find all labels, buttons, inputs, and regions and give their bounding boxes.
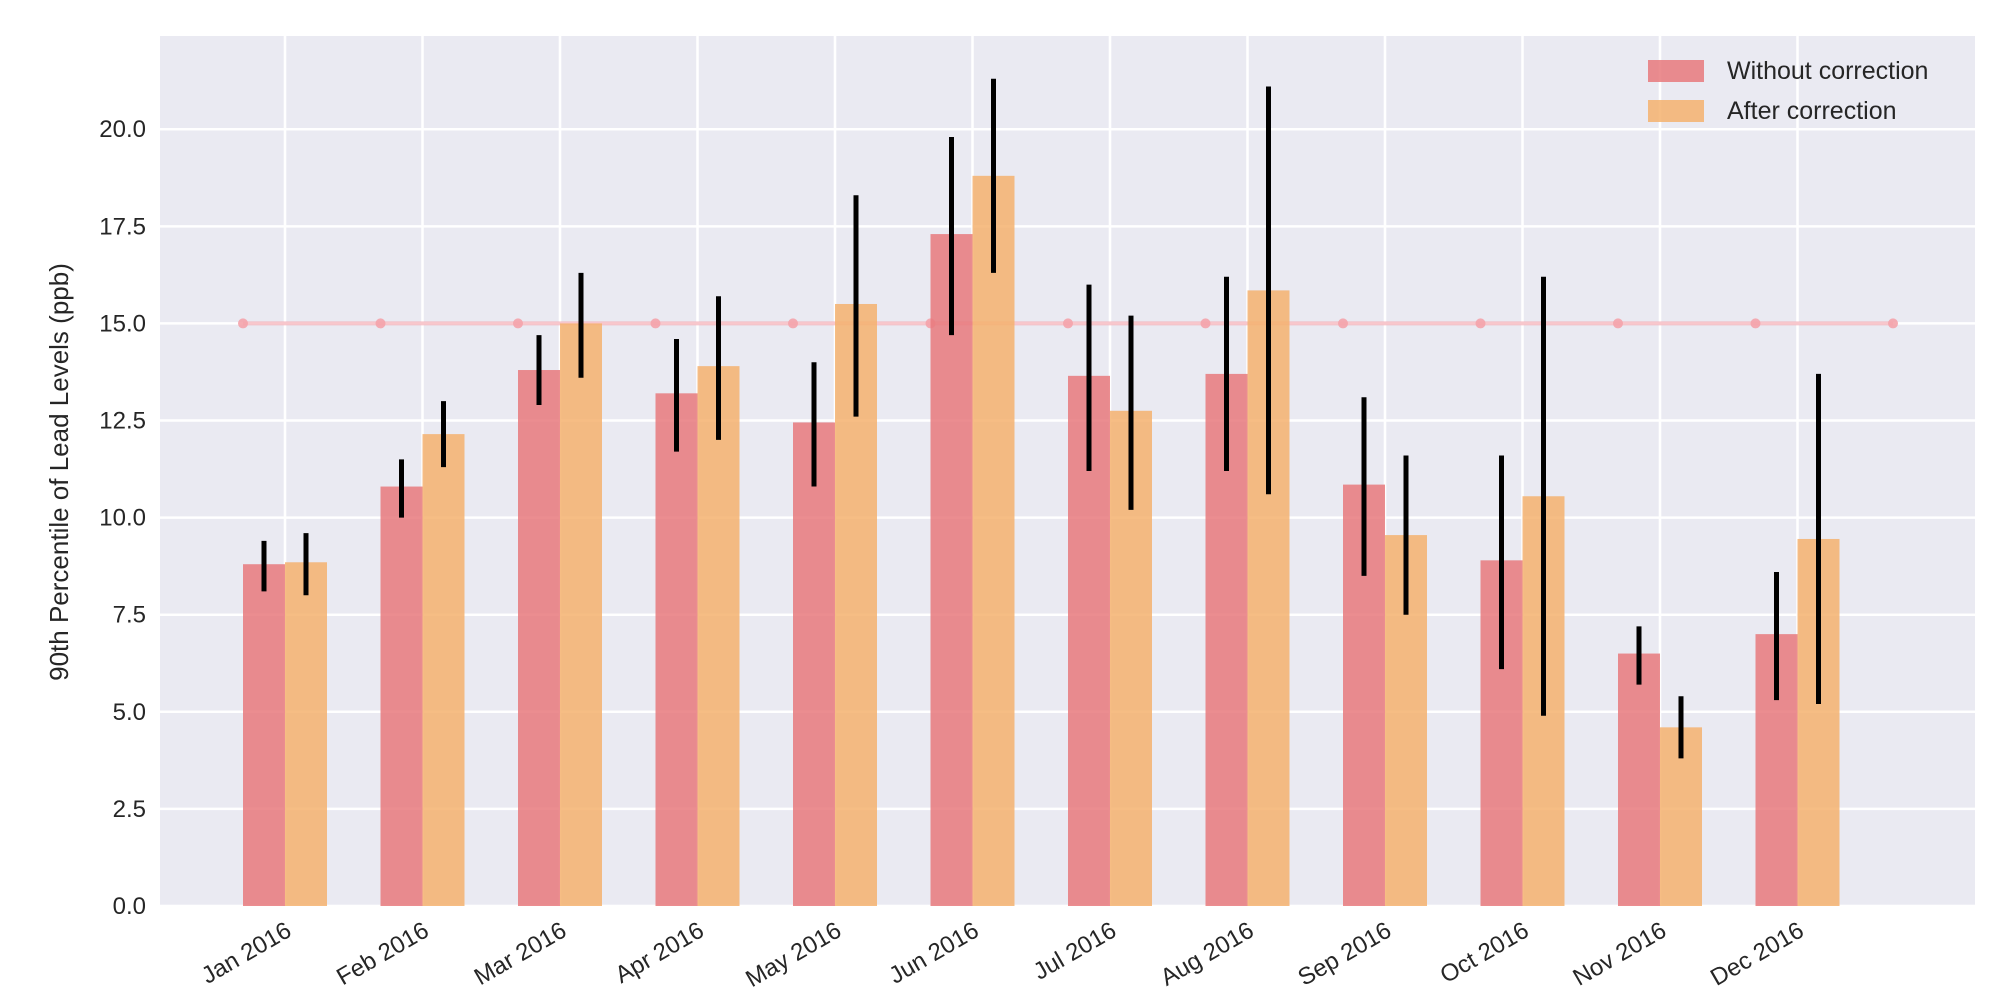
y-tick-label: 15.0 [99, 310, 146, 337]
reference-marker [1475, 318, 1486, 329]
reference-marker [1613, 318, 1623, 329]
x-axis-ticks: Jan 2016 Feb 2016 Mar 2016 Apr 2016 May 2016… [197, 917, 1809, 993]
y-tick-label: 17.5 [99, 213, 146, 240]
bar-after-correction [972, 175, 1015, 907]
legend-swatch [1648, 60, 1704, 82]
bar-after-correction [285, 562, 327, 906]
bar-without-correction [380, 486, 423, 906]
reference-marker [788, 318, 798, 329]
bar-without-correction [655, 393, 698, 907]
x-tick-label: Nov 2016 [1569, 917, 1671, 992]
reference-marker [238, 318, 248, 329]
x-tick-label: Aug 2016 [1156, 917, 1258, 992]
x-tick-label: Jan 2016 [197, 917, 296, 990]
x-tick-label: Jun 2016 [884, 917, 983, 990]
x-tick-label: Jul 2016 [1029, 917, 1121, 986]
error-bars-group [261, 78, 1821, 759]
y-tick-label: 0.0 [113, 893, 146, 920]
y-tick-label: 2.5 [113, 796, 146, 823]
legend-label: After correction [1727, 97, 1897, 125]
legend-swatch [1648, 100, 1704, 122]
y-tick-label: 7.5 [113, 602, 146, 629]
reference-marker [513, 318, 523, 329]
legend: Without correction After correction [1648, 57, 1928, 125]
y-tick-label: 10.0 [99, 505, 146, 532]
x-tick-label: Mar 2016 [470, 917, 571, 991]
reference-marker [1063, 318, 1073, 329]
reference-marker [1750, 318, 1761, 329]
reference-marker [1338, 318, 1348, 329]
bar-without-correction [793, 422, 835, 906]
bar-without-correction [243, 564, 285, 906]
x-tick-label: Dec 2016 [1706, 917, 1808, 992]
x-tick-label: May 2016 [741, 917, 846, 993]
y-tick-label: 20.0 [99, 116, 146, 143]
y-tick-label: 5.0 [113, 699, 146, 726]
reference-marker [1888, 318, 1898, 329]
reference-marker [1200, 318, 1211, 329]
x-tick-label: Sep 2016 [1294, 917, 1396, 992]
legend-label: Without correction [1727, 57, 1928, 85]
reference-line-group [238, 318, 1898, 329]
x-tick-label: Oct 2016 [1436, 917, 1534, 989]
reference-marker [650, 318, 661, 329]
bar-after-correction [697, 366, 740, 907]
reference-marker [375, 318, 386, 329]
bar-after-correction [422, 434, 465, 906]
y-tick-label: 12.5 [99, 408, 146, 435]
y-axis-ticks: 0.0 2.5 5.0 7.5 10.0 12.5 15.0 17.5 20.0 [99, 116, 146, 920]
bars-group [243, 175, 1840, 907]
bar-after-correction [560, 323, 602, 906]
bar-without-correction [518, 370, 560, 907]
y-axis-label: 90th Percentile of Lead Levels (ppb) [44, 263, 74, 681]
x-tick-label: Feb 2016 [332, 917, 433, 991]
bar-without-correction [1618, 653, 1660, 906]
bar-without-correction [930, 234, 973, 907]
x-tick-label: Apr 2016 [611, 917, 709, 989]
